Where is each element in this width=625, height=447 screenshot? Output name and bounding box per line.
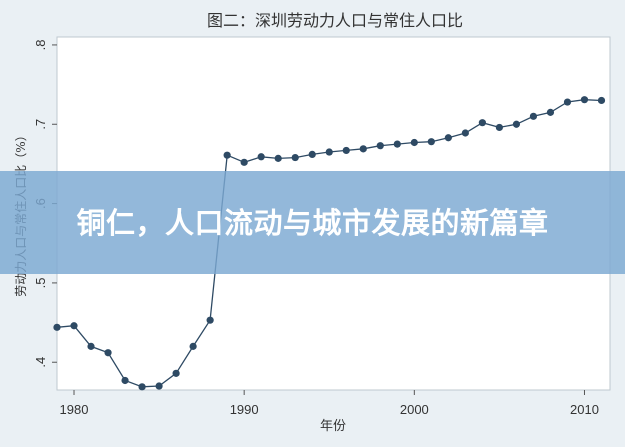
data-point: [240, 158, 248, 166]
data-point: [70, 322, 78, 330]
data-marks: [53, 96, 606, 391]
data-point: [410, 138, 418, 147]
y-tick-label: .4: [33, 357, 48, 368]
data-point: [274, 154, 282, 162]
headline-text: 铜仁，人口流动与城市发展的新篇章: [76, 205, 549, 240]
data-point: [155, 382, 163, 390]
y-tick-label: .5: [33, 277, 48, 288]
x-axis-label: 年份: [320, 419, 346, 434]
data-point: [325, 148, 333, 156]
data-point: [512, 120, 521, 128]
data-point: [495, 123, 503, 132]
data-point: [104, 349, 112, 357]
data-point: [308, 150, 316, 159]
data-point: [291, 153, 299, 162]
data-point: [257, 153, 265, 161]
data-point: [546, 108, 555, 116]
y-tick-label: .7: [33, 119, 48, 130]
data-point: [121, 376, 129, 385]
data-point: [359, 145, 367, 153]
y-tick-label: .8: [33, 40, 48, 51]
data-point: [206, 316, 214, 324]
x-tick-label: 2010: [570, 402, 599, 417]
data-point: [189, 342, 197, 350]
data-point: [376, 142, 384, 150]
data-point: [172, 369, 180, 377]
data-point: [393, 140, 401, 148]
data-point: [223, 151, 231, 159]
data-point: [87, 342, 95, 350]
data-point: [138, 383, 146, 391]
data-point: [427, 138, 435, 146]
data-point: [529, 112, 538, 120]
data-point: [342, 146, 350, 155]
x-tick-label: 1990: [230, 402, 259, 417]
data-point: [444, 134, 452, 142]
chart-title: 图二：深圳劳动力人口与常住人口比: [207, 11, 463, 30]
data-point: [478, 119, 486, 127]
data-point: [53, 323, 61, 331]
data-point: [580, 96, 589, 104]
data-point: [563, 98, 572, 106]
headline-banner: 铜仁，人口流动与城市发展的新篇章: [0, 171, 625, 274]
x-tick-label: 1980: [60, 402, 89, 417]
x-tick-label: 2000: [400, 402, 429, 417]
data-point: [597, 96, 606, 105]
data-point: [461, 129, 469, 137]
